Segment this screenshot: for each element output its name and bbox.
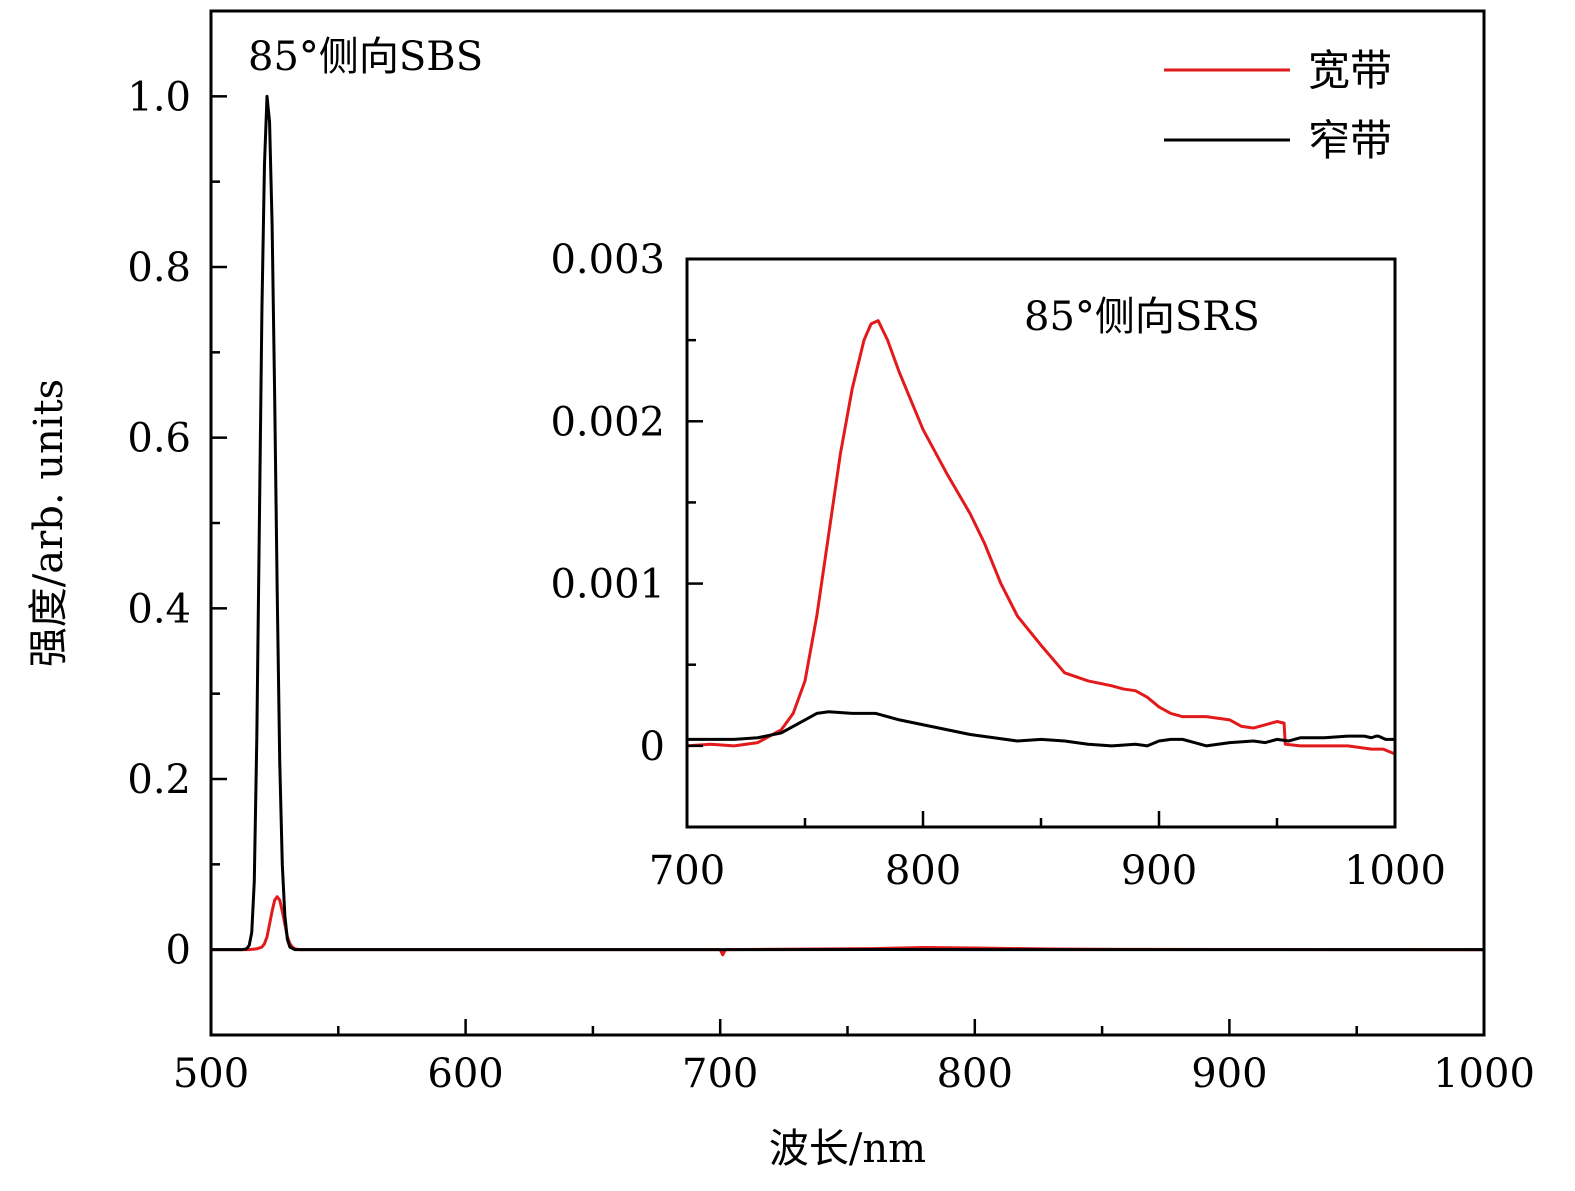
series-line-broadband (209, 895, 1486, 957)
x-tick-label: 1000 (1433, 1051, 1535, 1097)
inset-series-line-narrowband (685, 710, 1397, 748)
series-line-narrowband (209, 94, 1486, 952)
x-tick-label: 800 (937, 1051, 1013, 1097)
y-tick-label: 0.2 (127, 757, 191, 803)
inset-plot: 700 800 900 1000 0 0.001 0.002 0.003 85°侧向SRS (550, 237, 1445, 894)
y-tick-label: 0.8 (127, 245, 191, 291)
inset-x-tick-label: 800 (885, 848, 961, 894)
y-tick-label: 0 (166, 928, 191, 974)
inset-x-tick-label: 700 (649, 848, 725, 894)
inset-x-tick-label: 1000 (1344, 848, 1446, 894)
inset-y-tick-label: 0.003 (550, 237, 665, 283)
x-tick-label: 500 (173, 1051, 249, 1097)
x-tick-label: 900 (1191, 1051, 1267, 1097)
inset-y-tick-label: 0.002 (550, 399, 665, 445)
annotation: 85°侧向SBS (248, 34, 483, 80)
y-tick-label: 1.0 (127, 74, 191, 120)
x-axis-title: 波长/nm (769, 1126, 926, 1172)
main-plot: 500 600 700 800 900 1000 0 0.2 0.4 0.6 0.8 1.0 85°侧向… (26, 9, 1535, 1172)
y-tick-label: 0.4 (127, 586, 191, 632)
x-tick-label: 700 (682, 1051, 758, 1097)
inset-x-tick-label: 900 (1121, 848, 1197, 894)
y-tick-label: 0.6 (127, 416, 191, 462)
legend-label-narrowband: 窄带 (1308, 116, 1392, 165)
legend-label-broadband: 宽带 (1308, 46, 1392, 95)
y-axis-title: 强度/arb. units (26, 379, 72, 667)
inset-series-line-broadband (685, 319, 1397, 756)
inset-background (687, 259, 1395, 827)
inset-y-tick-label: 0.001 (550, 562, 665, 608)
x-tick-label: 600 (427, 1051, 503, 1097)
inset-y-tick-label: 0 (640, 724, 665, 770)
inset-annotation: 85°侧向SRS (1024, 294, 1260, 340)
